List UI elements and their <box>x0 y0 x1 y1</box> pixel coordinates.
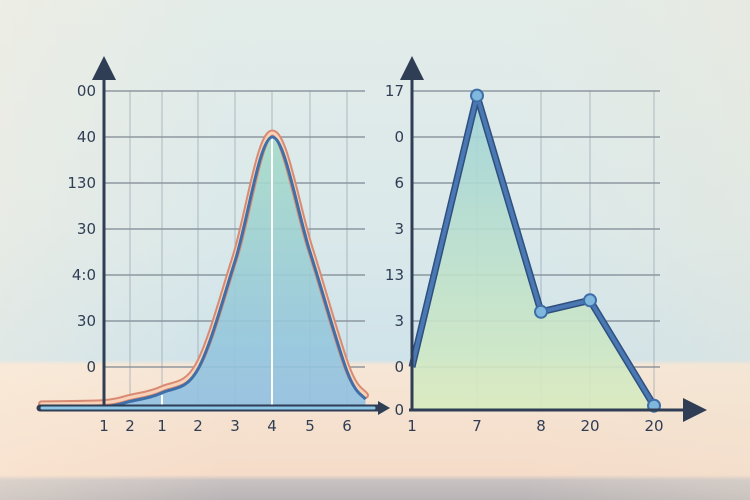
x-tick-label: 1 <box>99 417 109 435</box>
x-tick-label: 4 <box>267 417 277 435</box>
y-tick-label: 3 <box>394 220 404 238</box>
y-tick-label: 30 <box>77 312 96 330</box>
series-line <box>41 135 367 410</box>
y-tick-label: 3 <box>394 312 404 330</box>
x-axis-arrow <box>378 401 390 415</box>
x-tick-label: 6 <box>342 417 352 435</box>
y-tick-label: 13 <box>385 266 404 284</box>
area-fill <box>41 136 366 410</box>
y-tick-label: 17 <box>385 82 404 100</box>
x-tick-label: 8 <box>536 417 546 435</box>
y-tick-label: 0 <box>394 401 404 419</box>
x-tick-label: 7 <box>472 417 482 435</box>
y-tick-label: 6 <box>394 174 404 192</box>
data-point <box>583 293 597 308</box>
x-tick-label: 2 <box>125 417 135 435</box>
y-tick-label: 00 <box>77 82 96 100</box>
y-tick-label: 4:0 <box>72 266 96 284</box>
y-tick-label: 0 <box>394 128 404 146</box>
x-tick-label: 1 <box>157 417 167 435</box>
y-tick-label: 40 <box>77 128 96 146</box>
data-point <box>470 88 484 103</box>
x-tick-label: 1 <box>407 417 417 435</box>
y-tick-label: 0 <box>86 358 96 376</box>
y-tick-label: 30 <box>77 220 96 238</box>
area-fill <box>412 95 654 410</box>
x-tick-label: 20 <box>644 417 663 435</box>
x-tick-label: 2 <box>193 417 203 435</box>
data-point <box>534 304 548 319</box>
y-tick-label: 0 <box>394 358 404 376</box>
x-tick-label: 5 <box>305 417 315 435</box>
y-tick-label: 130 <box>67 174 96 192</box>
x-tick-label: 20 <box>580 417 599 435</box>
x-tick-label: 3 <box>230 417 240 435</box>
